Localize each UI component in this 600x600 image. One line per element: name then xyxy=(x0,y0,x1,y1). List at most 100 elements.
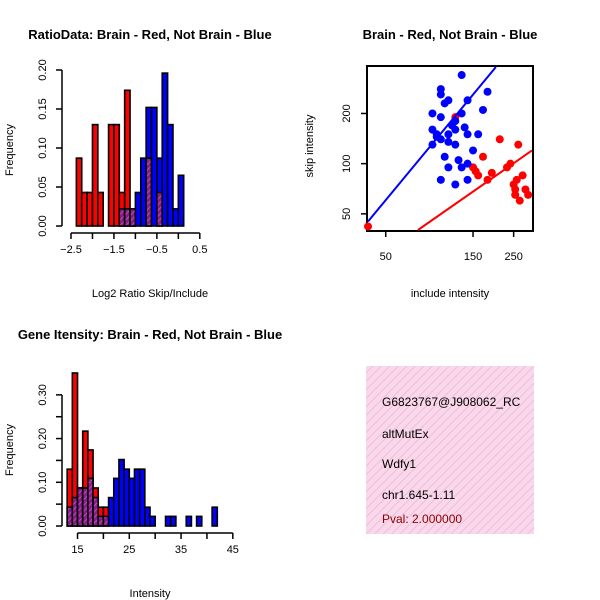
bar-brain xyxy=(86,191,94,227)
ratio-histogram-title: RatioData: Brain - Red, Not Brain - Blue xyxy=(28,27,271,42)
scatter-point-not-brain xyxy=(436,175,445,184)
scatter-point-not-brain xyxy=(469,146,478,155)
info-probe-id: G6823767@J908062_RC xyxy=(382,395,521,409)
x-tick-label: 0.5 xyxy=(192,244,207,256)
scatter-point-not-brain xyxy=(444,137,453,146)
bar-overlap xyxy=(118,208,126,227)
info-panel: G6823767@J908062_RC altMutEx Wdfy1 chr1.… xyxy=(366,366,534,534)
info-background xyxy=(366,366,534,534)
ratio-histogram-bars xyxy=(75,72,185,227)
scatter-point-not-brain xyxy=(440,99,449,108)
scatter-point-not-brain xyxy=(474,130,483,139)
x-tick-label: 150 xyxy=(464,251,482,263)
info-event-type: altMutEx xyxy=(382,427,429,441)
scatter-point-brain xyxy=(495,135,504,144)
scatter-point-not-brain xyxy=(463,96,472,105)
scatter-point-not-brain xyxy=(478,105,487,114)
ratio-histogram-ylabel: Frequency xyxy=(4,124,16,176)
y-tick-label: 0.10 xyxy=(37,137,49,158)
scatter-point-not-brain xyxy=(432,132,441,141)
x-tick-label: 15 xyxy=(71,544,83,556)
bar-not-brain xyxy=(149,515,156,527)
scatter-point-brain xyxy=(511,190,520,199)
bar-not-brain xyxy=(195,515,203,527)
bar-not-brain xyxy=(134,191,142,227)
y-tick-label: 0.20 xyxy=(37,428,49,449)
bar-overlap xyxy=(129,208,137,227)
scatter-point-brain xyxy=(515,196,524,205)
scatter-point-brain xyxy=(478,152,487,161)
scatter-point-not-brain xyxy=(447,121,456,130)
y-tick-label: 0.05 xyxy=(37,176,49,197)
scatter-point-brain xyxy=(506,159,515,168)
bar-not-brain xyxy=(185,515,193,527)
y-tick-label: 50 xyxy=(341,208,353,220)
bar-brain xyxy=(113,123,121,227)
bar-brain xyxy=(107,123,115,227)
bar-brain xyxy=(123,89,131,227)
scatter-point-not-brain xyxy=(463,130,472,139)
bar-not-brain xyxy=(172,208,180,227)
ratio-histogram-xlabel: Log2 Ratio Skip/Include xyxy=(92,288,208,300)
scatter-point-brain xyxy=(474,171,483,180)
x-tick-label: −0.5 xyxy=(146,244,168,256)
bar-not-brain xyxy=(161,72,169,227)
scatter-point-not-brain xyxy=(463,159,472,168)
scatter-point-not-brain xyxy=(436,113,445,122)
intensity-histogram-axes: 15 25 35 45 0.00 0.10 0.20 0.30 xyxy=(37,384,239,556)
x-tick-label: −2.5 xyxy=(60,244,82,256)
scatter-point-not-brain xyxy=(454,156,463,165)
scatter-point-brain xyxy=(364,222,372,231)
intensity-histogram-title: Gene Itensity: Brain - Red, Not Brain - … xyxy=(18,327,282,342)
scatter-point-not-brain xyxy=(451,140,460,149)
scatter-point-not-brain xyxy=(440,152,449,161)
bar-not-brain xyxy=(211,506,219,527)
y-tick-label: 0.00 xyxy=(37,215,49,236)
scatter-plot-box xyxy=(366,65,534,232)
intensity-histogram-xlabel: Intensity xyxy=(130,588,171,600)
y-tick-label: 0.30 xyxy=(37,384,49,405)
intensity-histogram-ylabel: Frequency xyxy=(4,424,16,476)
info-pval: Pval: 2.000000 xyxy=(382,512,462,526)
y-tick-label: 200 xyxy=(341,104,353,122)
scatter-axes: 50 150 250 50 100 200 xyxy=(341,104,523,263)
bar-not-brain xyxy=(139,157,147,227)
bar-not-brain xyxy=(177,174,185,227)
bar-overlap xyxy=(156,191,164,227)
intensity-scatter-panel: Brain - Red, Not Brain - Blue include in… xyxy=(304,27,537,300)
info-gene-name: Wdfy1 xyxy=(382,457,416,471)
bar-overlap xyxy=(145,157,153,227)
x-tick-label: 50 xyxy=(380,251,392,263)
x-tick-label: 250 xyxy=(504,251,522,263)
bar-not-brain xyxy=(166,123,174,227)
bar-brain xyxy=(75,157,83,227)
scatter-point-not-brain xyxy=(436,90,445,99)
scatter-point-not-brain xyxy=(457,109,466,118)
scatter-point-not-brain xyxy=(483,87,492,96)
bar-brain xyxy=(91,123,99,227)
scatter-point-not-brain xyxy=(451,180,460,189)
x-tick-label: 45 xyxy=(227,544,239,556)
scatter-ylabel: skip intensity xyxy=(304,114,316,177)
scatter-point-brain xyxy=(514,140,523,149)
scatter-point-brain xyxy=(487,168,496,177)
scatter-point-brain xyxy=(524,190,533,199)
bar-not-brain xyxy=(169,515,177,527)
scatter-point-not-brain xyxy=(457,163,466,172)
scatter-point-not-brain xyxy=(428,140,437,149)
y-tick-label: 0.10 xyxy=(37,472,49,493)
scatter-point-brain xyxy=(518,171,527,180)
bar-brain xyxy=(80,191,88,227)
scatter-point-not-brain xyxy=(444,163,453,172)
intensity-histogram-bars xyxy=(66,372,219,527)
scatter-xlabel: include intensity xyxy=(411,288,490,300)
intensity-histogram-panel: Gene Itensity: Brain - Red, Not Brain - … xyxy=(4,327,282,600)
bar-brain xyxy=(97,191,105,227)
scatter-point-not-brain xyxy=(444,130,453,139)
bar-overlap xyxy=(123,208,131,227)
bar-not-brain xyxy=(138,468,146,527)
ratio-histogram-axes: −2.5 −1.5 −0.5 0.5 0.00 0.05 0.10 0.15 0.20 xyxy=(37,59,207,256)
x-tick-label: 25 xyxy=(123,544,135,556)
x-tick-label: 35 xyxy=(175,544,187,556)
